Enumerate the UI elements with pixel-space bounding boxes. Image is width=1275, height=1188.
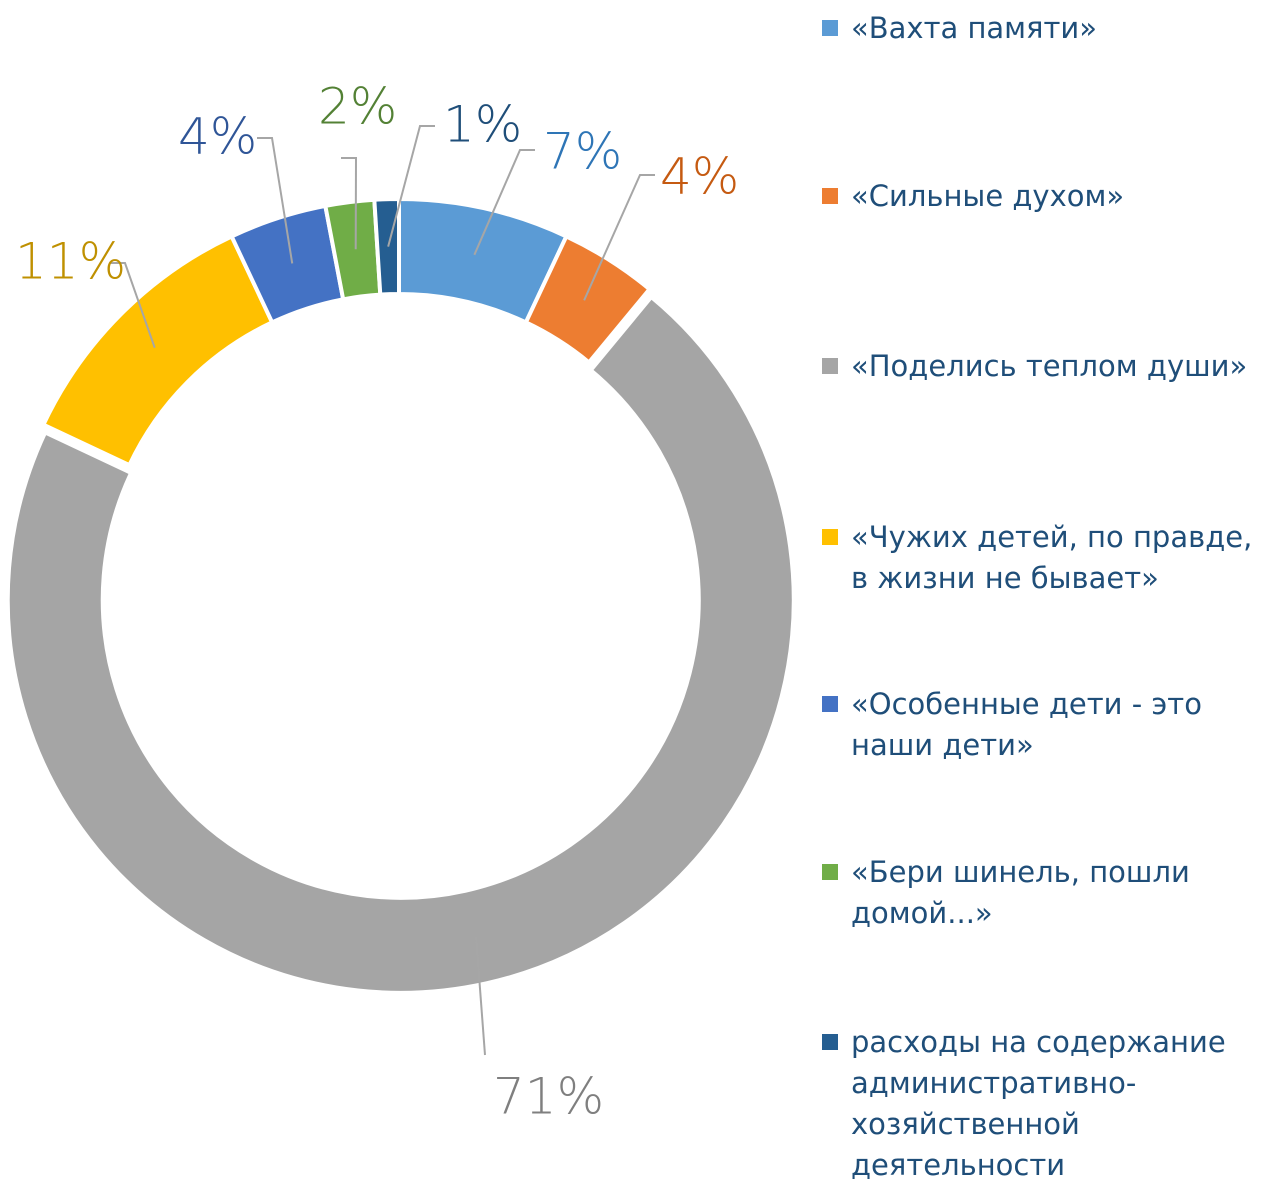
legend-label: «Вахта памяти» [851,11,1097,45]
legend-item: расходы на содержание административно-хо… [822,1022,1272,1186]
data-label: 4% [178,108,257,166]
data-label: 4% [660,148,739,206]
legend-label: «Поделись теплом души» [851,349,1248,383]
data-label: 1% [443,96,522,154]
chart: 7% 4% 71% 11% 4% 2% 1% [5,78,796,1126]
legend-swatch [822,188,838,204]
donut-slice [372,196,401,297]
legend-swatch [822,529,838,545]
data-label: 11% [15,233,126,291]
legend-label: «Сильные духом» [851,179,1125,213]
leader-line [583,174,655,301]
leader-line [475,936,486,1056]
legend-swatch [822,696,838,712]
legend-item: «Особенные дети - это наши дети» [822,684,1272,766]
legend-item: «Сильные духом» [822,176,1272,217]
leader-line [341,157,358,250]
donut-slice [5,294,796,995]
legend-label: расходы на содержание административно-хо… [851,1025,1226,1182]
legend-label: «Бери шинель, пошли домой...» [851,855,1190,930]
legend-item: «Поделись теплом души» [822,346,1272,387]
legend-item: «Бери шинель, пошли домой...» [822,852,1272,934]
legend-swatch [822,1034,838,1050]
leader-line [473,149,535,256]
legend-swatch [822,864,838,880]
data-label: 2% [318,78,397,136]
donut-slice [523,233,653,366]
legend-swatch [822,20,838,36]
leader-line [257,137,294,264]
legend-label: «Особенные дети - это наши дети» [851,687,1202,762]
legend-label: «Чужих детей, по правде, в жизни не быва… [851,520,1253,595]
leader-line [110,262,156,349]
legend-item: «Чужих детей, по правде, в жизни не быва… [822,517,1272,599]
data-label: 71% [493,1068,604,1126]
leader-line [387,125,435,247]
legend-swatch [822,358,838,374]
data-label: 7% [543,123,622,181]
legend-item: «Вахта памяти» [822,8,1272,49]
